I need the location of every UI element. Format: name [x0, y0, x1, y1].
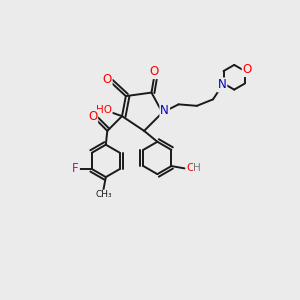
Text: O: O [102, 73, 112, 86]
Text: O: O [243, 63, 252, 76]
Text: H: H [194, 163, 201, 173]
Text: F: F [72, 163, 79, 176]
Text: O: O [186, 163, 195, 173]
Text: N: N [218, 78, 226, 92]
Text: O: O [88, 110, 97, 123]
Text: O: O [150, 65, 159, 78]
Text: H: H [188, 164, 195, 173]
Text: N: N [160, 104, 169, 117]
Text: CH₃: CH₃ [96, 190, 112, 199]
Text: HO: HO [96, 105, 112, 115]
